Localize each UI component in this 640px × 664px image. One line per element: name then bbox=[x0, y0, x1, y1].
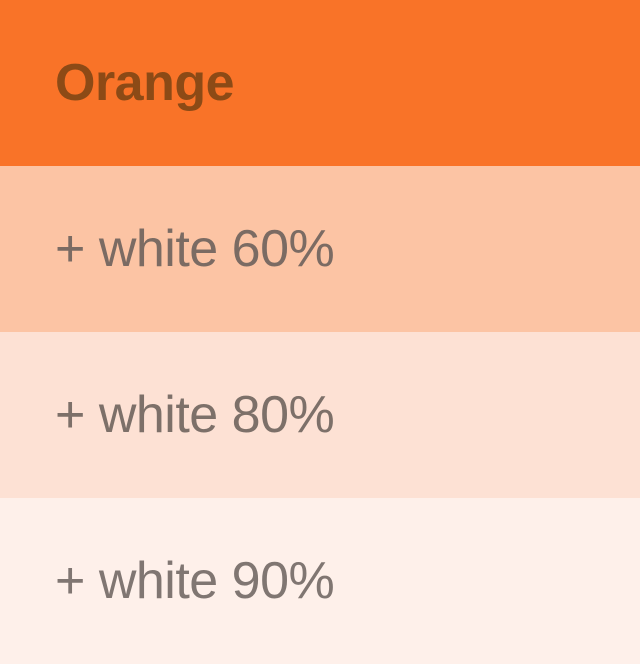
swatch-band-tint-60[interactable]: + white 60% bbox=[0, 166, 640, 332]
swatch-label-tint-80: + white 80% bbox=[55, 385, 335, 444]
swatch-label-base: Orange bbox=[55, 53, 235, 112]
swatch-band-tint-80[interactable]: + white 80% bbox=[0, 332, 640, 498]
swatch-band-tint-90[interactable]: + white 90% bbox=[0, 498, 640, 664]
swatch-label-tint-90: + white 90% bbox=[55, 551, 335, 610]
swatch-band-base[interactable]: Orange bbox=[0, 0, 640, 166]
swatch-label-tint-60: + white 60% bbox=[55, 219, 335, 278]
